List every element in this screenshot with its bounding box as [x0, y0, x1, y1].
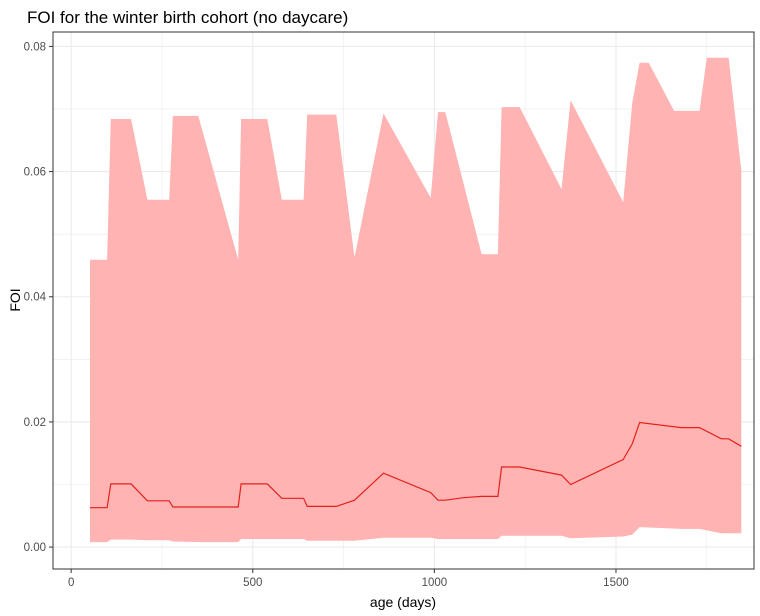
y-tick-label: 0.00 [24, 542, 46, 554]
x-tick-label: 1500 [603, 577, 629, 589]
foi-line [90, 421, 742, 509]
y-tick-label: 0.06 [24, 167, 46, 179]
panel-border [52, 31, 755, 570]
x-axis-title: age (days) [370, 594, 436, 610]
y-axis-title: FOI [7, 288, 23, 311]
y-axis-ticks: 0.00 0.02 0.04 0.06 0.08 [24, 41, 53, 554]
y-tick-label: 0.04 [24, 292, 47, 304]
x-tick-label: 1000 [422, 577, 448, 589]
y-tick-label: 0.02 [24, 417, 46, 429]
foi-line-layer [90, 421, 742, 509]
x-tick-label: 500 [243, 577, 262, 589]
y-tick-label: 0.08 [24, 41, 46, 53]
confidence-ribbon-layer [90, 57, 742, 543]
chart-title: FOI for the winter birth cohort (no dayc… [27, 8, 348, 27]
x-axis-ticks: 0 500 1000 1500 [68, 569, 629, 589]
x-tick-label: 0 [68, 577, 74, 589]
confidence-ribbon [90, 57, 742, 543]
